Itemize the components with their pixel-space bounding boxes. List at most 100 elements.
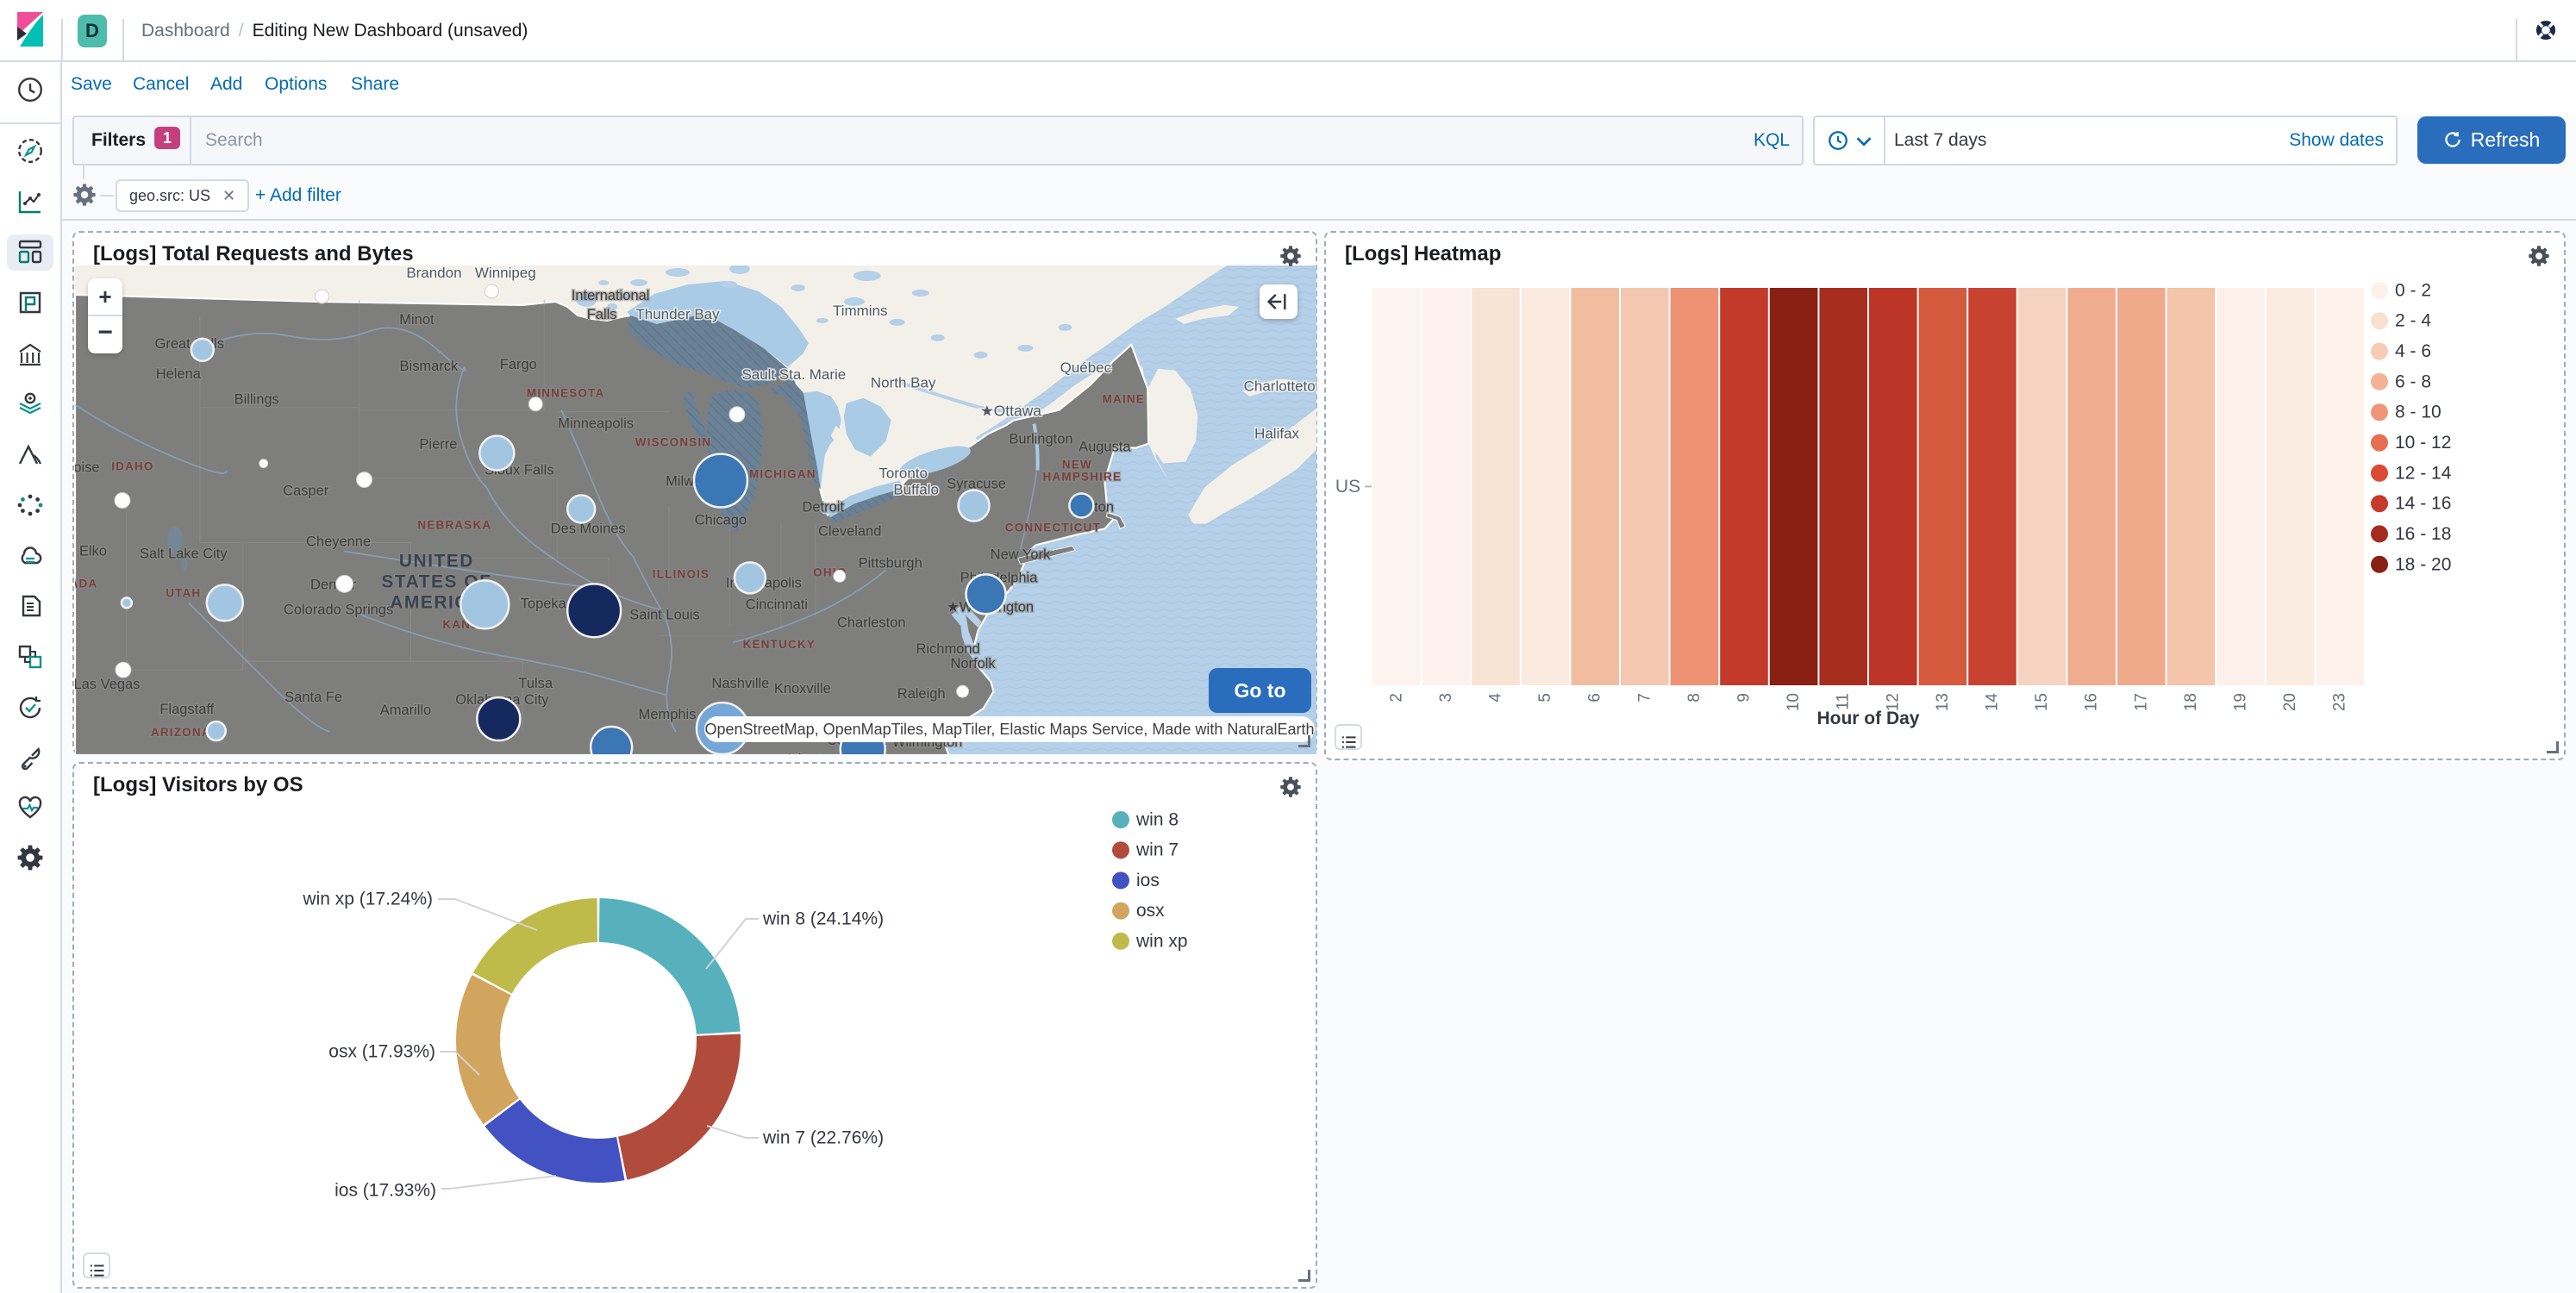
svg-text:UNITED: UNITED: [399, 551, 474, 571]
svg-text:Halifax: Halifax: [1254, 426, 1299, 442]
svg-text:Minot: Minot: [399, 312, 435, 328]
svg-text:8: 8: [1685, 693, 1704, 703]
svg-text:Saint Louis: Saint Louis: [629, 607, 699, 622]
svg-text:Minneapolis: Minneapolis: [558, 416, 634, 432]
svg-text:15: 15: [2033, 693, 2051, 711]
svg-text:19: 19: [2232, 693, 2250, 711]
svg-text:Boise: Boise: [75, 460, 100, 476]
svg-text:18: 18: [2182, 693, 2200, 711]
svg-text:4: 4: [1487, 693, 1505, 703]
svg-text:23: 23: [2331, 693, 2349, 711]
svg-text:win xp: win xp: [1135, 931, 1188, 951]
svg-text:Brandon: Brandon: [406, 265, 461, 281]
svg-text:Buffalo: Buffalo: [893, 482, 939, 498]
svg-text:6 - 8: 6 - 8: [2395, 372, 2431, 391]
svg-text:Cincinnati: Cincinnati: [746, 597, 808, 612]
svg-text:18 - 20: 18 - 20: [2395, 554, 2451, 574]
svg-text:7: 7: [1635, 693, 1654, 703]
svg-text:NEBRASKA: NEBRASKA: [417, 518, 491, 531]
svg-text:International: International: [572, 288, 650, 303]
svg-text:win xp (17.24%): win xp (17.24%): [302, 890, 433, 909]
svg-text:Detroit: Detroit: [803, 499, 845, 515]
svg-text:Norfolk: Norfolk: [950, 656, 996, 671]
svg-text:Flagstaff: Flagstaff: [159, 702, 214, 717]
svg-text:Santa Fe: Santa Fe: [284, 690, 342, 705]
svg-text:win 8 (24.14%): win 8 (24.14%): [762, 909, 884, 929]
svg-text:MINNESOTA: MINNESOTA: [527, 387, 605, 400]
svg-text:Falls: Falls: [587, 307, 617, 322]
svg-text:11: 11: [1835, 693, 1853, 710]
svg-text:Richmond: Richmond: [916, 641, 980, 657]
svg-text:16: 16: [2083, 693, 2101, 711]
svg-text:New York: New York: [991, 547, 1051, 562]
svg-text:20: 20: [2281, 693, 2299, 711]
svg-text:Casper: Casper: [283, 484, 329, 499]
svg-text:win 8: win 8: [1135, 810, 1179, 830]
svg-text:Tulsa: Tulsa: [518, 676, 553, 691]
svg-text:14 - 16: 14 - 16: [2395, 494, 2451, 514]
svg-text:10: 10: [1785, 693, 1803, 711]
svg-text:MAINE: MAINE: [1103, 393, 1145, 406]
svg-text:ios: ios: [1136, 871, 1160, 890]
svg-text:KENTUCKY: KENTUCKY: [743, 638, 816, 651]
svg-text:WISCONSIN: WISCONSIN: [635, 436, 712, 449]
svg-text:Elko: Elko: [79, 543, 107, 559]
svg-text:Pierre: Pierre: [419, 437, 457, 453]
svg-text:0 - 2: 0 - 2: [2395, 281, 2431, 301]
svg-text:Cleveland: Cleveland: [818, 523, 881, 539]
svg-text:Salt Lake City: Salt Lake City: [140, 546, 228, 561]
svg-text:Québec: Québec: [1060, 359, 1112, 376]
svg-text:Knoxville: Knoxville: [774, 681, 831, 696]
svg-text:osx (17.93%): osx (17.93%): [328, 1042, 435, 1062]
svg-text:win 7: win 7: [1135, 840, 1179, 860]
svg-text:CONNECTICUT: CONNECTICUT: [1005, 521, 1101, 534]
svg-text:Nashville: Nashville: [712, 676, 770, 691]
svg-text:ios (17.93%): ios (17.93%): [335, 1181, 436, 1201]
svg-text:17: 17: [2132, 693, 2150, 711]
svg-text:Bismarck: Bismarck: [400, 359, 459, 374]
svg-text:Memphis: Memphis: [639, 707, 697, 722]
svg-text:Chicago: Chicago: [695, 512, 747, 528]
svg-text:ARIZONA: ARIZONA: [151, 726, 211, 739]
svg-text:HAMPSHIRE: HAMPSHIRE: [1043, 471, 1122, 484]
svg-text:3: 3: [1437, 693, 1455, 703]
svg-text:Topeka: Topeka: [521, 596, 567, 611]
svg-text:Augusta: Augusta: [1079, 440, 1131, 455]
svg-text:Atlanta: Atlanta: [785, 752, 829, 754]
svg-text:Charleston: Charleston: [837, 615, 906, 630]
svg-text:osx: osx: [1136, 901, 1165, 921]
svg-text:Toronto: Toronto: [878, 465, 928, 482]
svg-text:Raleigh: Raleigh: [897, 686, 946, 702]
svg-text:ILLINOIS: ILLINOIS: [653, 567, 710, 580]
svg-text:2: 2: [1387, 693, 1405, 703]
svg-text:win 7 (22.76%): win 7 (22.76%): [762, 1128, 884, 1148]
svg-text:2 - 4: 2 - 4: [2395, 311, 2431, 331]
svg-text:UTAH: UTAH: [166, 586, 201, 599]
svg-text:Fargo: Fargo: [500, 357, 537, 372]
svg-text:6: 6: [1586, 693, 1604, 703]
svg-text:Las Vegas: Las Vegas: [75, 677, 140, 692]
svg-text:4 - 6: 4 - 6: [2395, 341, 2431, 361]
svg-text:Thunder Bay: Thunder Bay: [635, 306, 720, 322]
svg-text:12: 12: [1884, 693, 1902, 711]
svg-text:Winnipeg: Winnipeg: [475, 265, 536, 281]
svg-text:US: US: [1335, 477, 1360, 497]
svg-text:8 - 10: 8 - 10: [2395, 403, 2442, 422]
svg-text:9: 9: [1735, 693, 1754, 703]
svg-text:Timmins: Timmins: [833, 303, 887, 319]
svg-text:13: 13: [1934, 693, 1952, 711]
svg-text:14: 14: [1984, 693, 2002, 712]
svg-text:Pittsburgh: Pittsburgh: [859, 555, 922, 571]
svg-text:NEW: NEW: [1062, 459, 1092, 472]
svg-text:Hour of Day: Hour of Day: [1816, 709, 1919, 728]
svg-text:Des Moines: Des Moines: [551, 521, 626, 536]
svg-text:Syracuse: Syracuse: [947, 477, 1006, 492]
svg-text:16 - 18: 16 - 18: [2395, 524, 2451, 544]
svg-text:Billings: Billings: [234, 392, 279, 408]
svg-text:Colorado Springs: Colorado Springs: [284, 602, 393, 617]
svg-text:12 - 14: 12 - 14: [2395, 463, 2452, 483]
svg-text:10 - 12: 10 - 12: [2395, 433, 2451, 453]
svg-text:Sault Sta. Marie: Sault Sta. Marie: [741, 366, 846, 383]
svg-text:Charlottetown: Charlottetown: [1244, 378, 1316, 395]
svg-text:IDAHO: IDAHO: [111, 460, 153, 473]
